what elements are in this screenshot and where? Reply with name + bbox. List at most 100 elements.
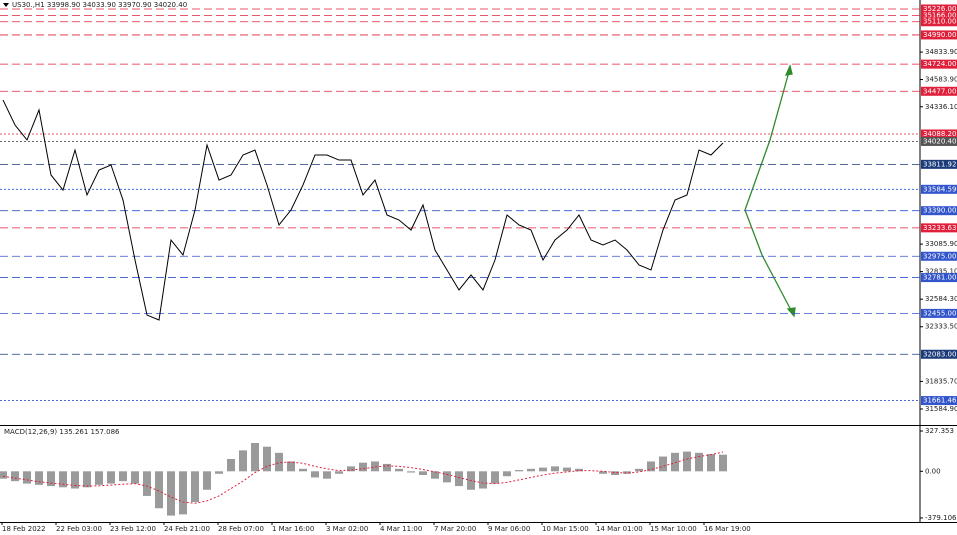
level-label: 34020.40 — [923, 137, 956, 145]
chart-header: US30.,H1 33998.90 34033.90 33970.90 3402… — [12, 1, 187, 9]
x-tick-label: 7 Mar 20:00 — [434, 525, 476, 533]
arrow-down — [744, 209, 794, 315]
x-tick-label: 28 Feb 07:00 — [218, 525, 264, 533]
y-tick-label: 34833.90 — [925, 48, 957, 56]
macd-bar — [107, 471, 115, 484]
macd-bar — [167, 471, 175, 516]
level-label-box — [921, 17, 957, 27]
macd-bar — [95, 471, 103, 485]
y-tick-label: 0.00 — [925, 467, 941, 475]
y-tick-label: 32835.10 — [925, 268, 957, 276]
macd-bar — [131, 471, 139, 484]
macd-bar — [359, 462, 367, 472]
macd-bar — [719, 454, 727, 472]
x-tick-label: 14 Mar 01:00 — [596, 525, 643, 533]
level-label-box — [921, 349, 957, 359]
macd-bar — [263, 446, 271, 472]
macd-bar — [83, 471, 91, 488]
level-label: 35166.00 — [923, 12, 956, 20]
macd-bar — [299, 468, 307, 472]
arrow-up-head — [784, 64, 793, 76]
y-tick-label: -379.106 — [925, 514, 957, 522]
macd-bar — [227, 458, 235, 472]
macd-bar — [287, 461, 295, 472]
macd-bar — [623, 471, 631, 474]
y-tick-label: 34336.10 — [925, 103, 957, 111]
macd-bar — [0, 471, 7, 479]
y-tick-label: 32584.30 — [925, 295, 957, 303]
macd-bar — [695, 452, 703, 472]
macd-bar — [11, 471, 19, 482]
macd-header: MACD(12,26,9) 135.261 157.086 — [4, 428, 120, 436]
macd-bar — [191, 471, 199, 503]
macd-bar — [371, 461, 379, 472]
level-label: 34990.00 — [923, 31, 956, 39]
x-tick-label: 1 Mar 16:00 — [272, 525, 314, 533]
macd-bar — [515, 470, 523, 472]
level-label-box — [921, 86, 957, 96]
macd-bar — [23, 471, 31, 484]
macd-bar — [59, 471, 67, 488]
macd-bar — [395, 468, 403, 472]
macd-bar — [479, 471, 487, 489]
y-tick-label: 31835.70 — [925, 377, 957, 385]
y-tick-label: 32333.50 — [925, 323, 957, 331]
x-tick-label: 24 Feb 21:00 — [164, 525, 210, 533]
macd-bar — [419, 471, 427, 475]
level-label: 32975.00 — [923, 252, 956, 260]
macd-bar — [503, 471, 511, 477]
y-tick-label: 33085.90 — [925, 240, 957, 248]
level-label: 33811.92 — [923, 160, 956, 168]
level-label: 35110.00 — [923, 18, 956, 26]
level-label-box — [921, 4, 957, 14]
macd-bar — [275, 452, 283, 472]
macd-bar — [455, 471, 463, 487]
macd-bar — [383, 463, 391, 472]
level-label-box — [921, 11, 957, 21]
macd-bar — [251, 442, 259, 472]
menu-triangle[interactable] — [3, 3, 9, 7]
macd-bar — [599, 471, 607, 474]
macd-bar — [35, 471, 43, 485]
level-label: 33233.63 — [923, 224, 956, 232]
macd-bar — [347, 466, 355, 472]
macd-bar — [323, 471, 331, 479]
x-tick-label: 15 Mar 10:00 — [650, 525, 697, 533]
macd-bar — [203, 471, 211, 490]
macd-bar — [155, 471, 163, 509]
macd-bar — [239, 450, 247, 472]
level-label: 32455.00 — [923, 309, 956, 317]
y-tick-label: 34583.90 — [925, 76, 957, 84]
level-label: 35226.00 — [923, 5, 956, 13]
macd-bar — [551, 466, 559, 472]
x-tick-label: 23 Feb 12:00 — [110, 525, 156, 533]
level-label: 34477.00 — [923, 87, 956, 95]
macd-bar — [47, 471, 55, 487]
level-label-box — [921, 136, 957, 146]
x-tick-label: 3 Mar 02:00 — [326, 525, 368, 533]
price-line — [2, 99, 724, 321]
level-label-box — [921, 159, 957, 169]
arrow-up — [744, 67, 791, 211]
macd-bar — [563, 467, 571, 472]
level-label-box — [921, 30, 957, 40]
macd-bar — [71, 471, 79, 489]
x-tick-label: 4 Mar 11:00 — [380, 525, 422, 533]
arrow-down-head — [786, 307, 796, 318]
macd-bar — [683, 451, 691, 472]
macd-bar — [431, 471, 439, 479]
level-label-box — [921, 129, 957, 139]
macd-bar — [659, 456, 667, 472]
x-tick-label: 10 Mar 15:00 — [542, 525, 589, 533]
macd-bar — [143, 471, 151, 496]
macd-bar — [179, 471, 187, 515]
macd-bar — [575, 468, 583, 472]
macd-bar — [611, 471, 619, 475]
level-label-box — [921, 206, 957, 216]
level-label: 32781.00 — [923, 274, 956, 282]
x-tick-label: 16 Mar 19:00 — [704, 525, 751, 533]
y-tick-label: 31584.90 — [925, 405, 957, 413]
level-label: 33390.00 — [923, 207, 956, 215]
